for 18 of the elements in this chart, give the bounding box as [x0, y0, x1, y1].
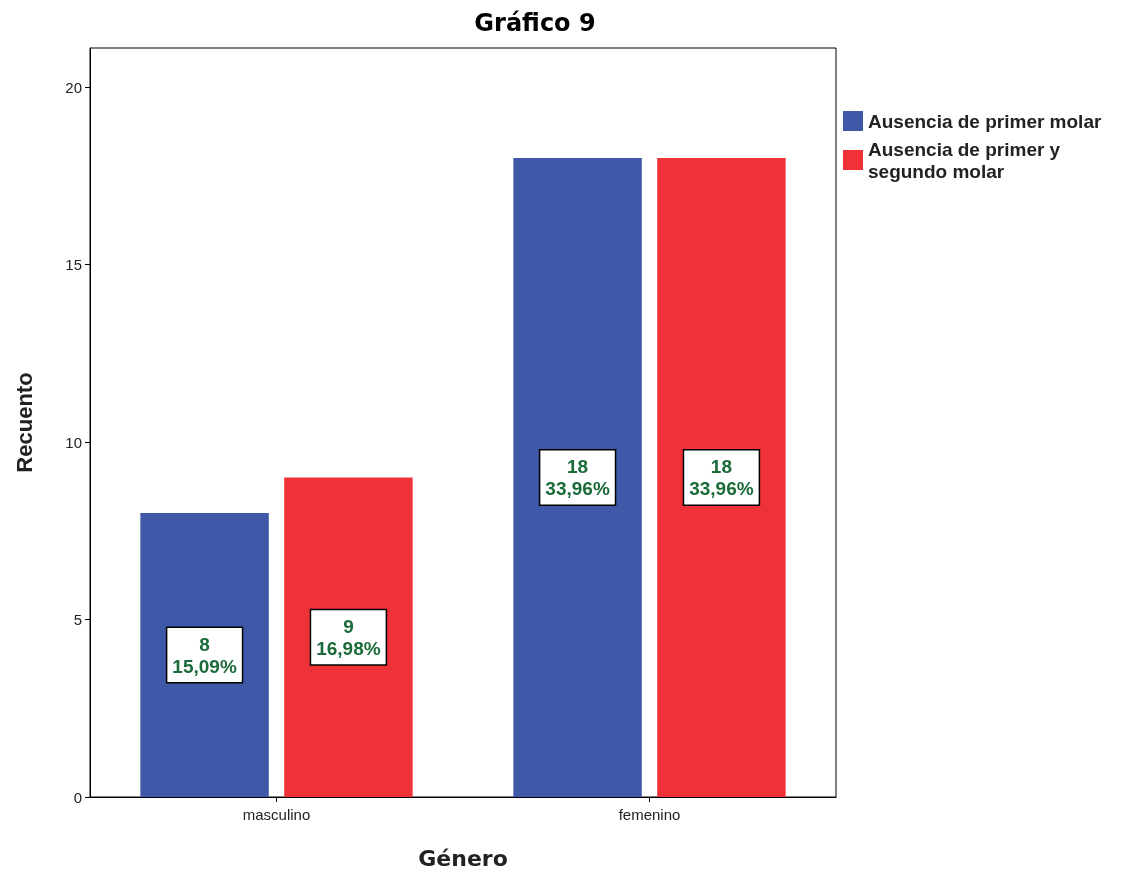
y-tick-label: 15	[65, 256, 82, 274]
legend-label: Ausencia de primer molar	[868, 110, 1102, 132]
chart-title: Gráfico 9	[474, 9, 596, 37]
data-label: 18 33,96%	[689, 456, 754, 500]
y-tick-label: 5	[73, 611, 82, 629]
y-tick-label: 20	[65, 78, 82, 96]
x-axis-title: Género	[418, 845, 508, 871]
data-label: 18 33,96%	[545, 456, 610, 500]
data-label: 9 16,98%	[316, 615, 381, 659]
y-axis-title: Recuento	[11, 372, 37, 473]
bar	[513, 158, 642, 797]
x-tick-label: femenino	[618, 806, 681, 823]
bar	[657, 158, 786, 797]
data-label: 8 15,09%	[172, 633, 237, 677]
y-tick-label: 0	[73, 788, 82, 806]
legend-label: Ausencia de primer y segundo molar	[868, 138, 1066, 182]
y-tick-label: 10	[65, 433, 82, 451]
x-tick-label: masculino	[242, 806, 311, 823]
